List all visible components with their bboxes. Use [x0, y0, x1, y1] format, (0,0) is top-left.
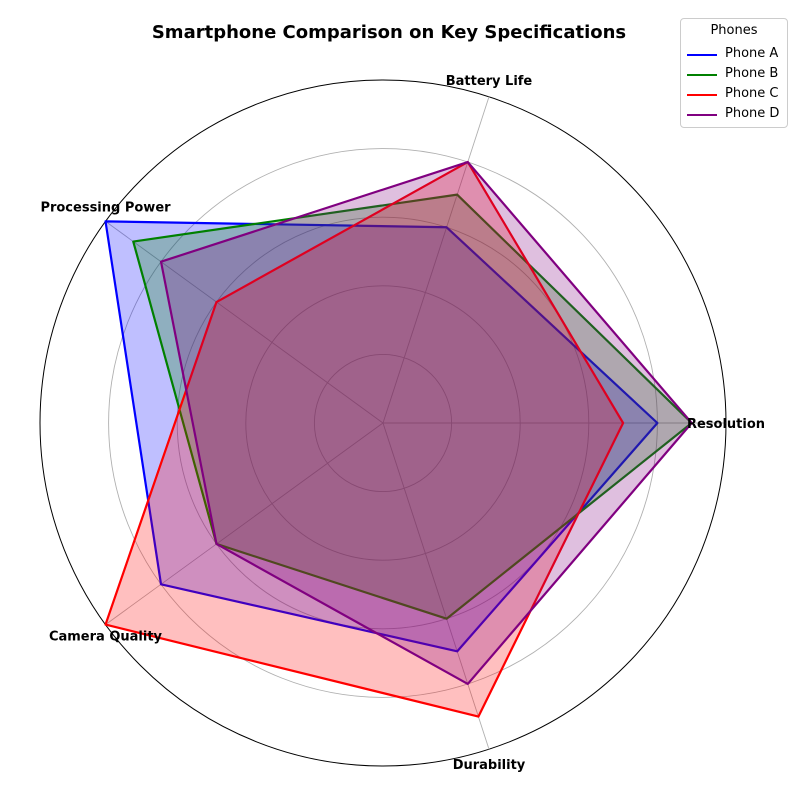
category-label-resolution: Resolution [687, 417, 765, 432]
legend: Phones Phone A Phone B Phone C Phone D [680, 18, 788, 128]
legend-item-phone-c: Phone C [687, 85, 785, 105]
legend-label: Phone D [725, 106, 780, 121]
grid-spoke [105, 221, 384, 424]
category-labels: Resolution Battery Life Processing Power Ca… [40, 74, 765, 773]
legend-label: Phone A [725, 46, 779, 61]
legend-item-phone-b: Phone B [687, 65, 785, 85]
legend-label: Phone B [725, 66, 779, 81]
legend-item-phone-d: Phone D [687, 105, 785, 125]
legend-label: Phone C [725, 86, 779, 101]
category-label-camera-quality: Camera Quality [49, 630, 163, 645]
legend-swatch [687, 114, 717, 116]
series-layer [104, 160, 693, 718]
legend-swatch [687, 54, 717, 56]
series-phone-c-area [104, 160, 625, 718]
legend-title: Phones [710, 23, 758, 38]
legend-swatch [687, 94, 717, 96]
series-phone-b-area [132, 193, 693, 620]
grid-spoke [382, 422, 490, 750]
series-phone-a-area [104, 220, 659, 653]
category-label-battery-life: Battery Life [446, 74, 533, 89]
category-label-durability: Durability [453, 758, 526, 773]
grid-spoke [382, 96, 490, 424]
series-phone-d-area [159, 160, 693, 686]
legend-swatch [687, 74, 717, 76]
chart-title: Smartphone Comparison on Key Specificati… [152, 22, 626, 43]
grid-spoke [105, 422, 384, 625]
category-label-processing-power: Processing Power [40, 200, 171, 215]
legend-item-phone-a: Phone A [687, 45, 785, 65]
